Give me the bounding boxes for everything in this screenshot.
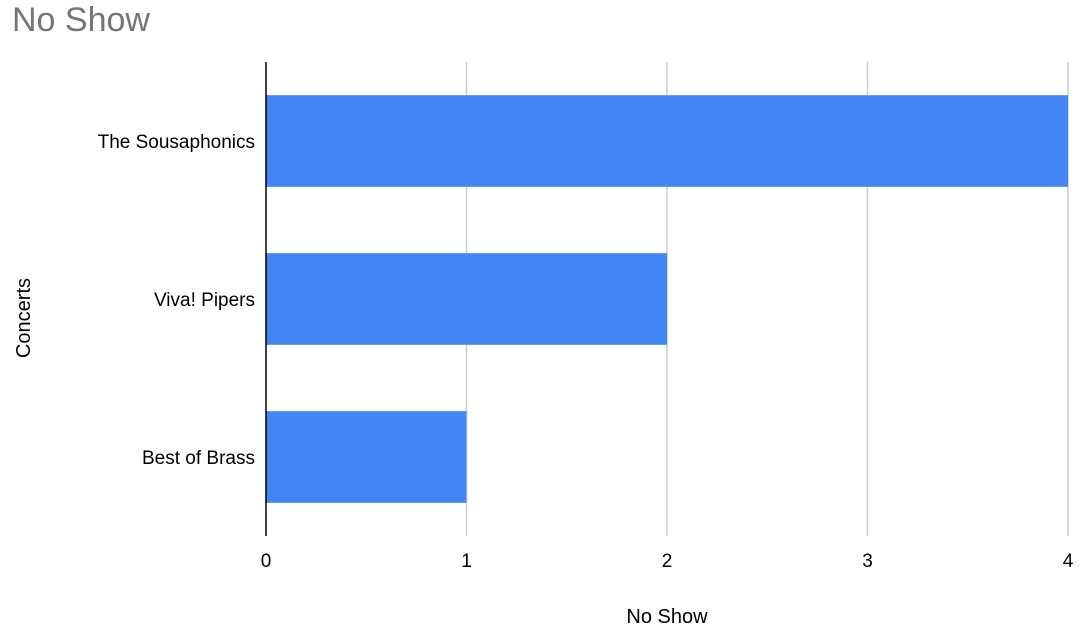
category-label: Best of Brass [142, 448, 255, 469]
x-tick-labels: 0 1 2 3 4 [261, 551, 1074, 572]
category-labels: The Sousaphonics Viva! Pipers Best of Bras… [98, 132, 255, 469]
category-label: The Sousaphonics [98, 132, 255, 153]
x-tick-label: 2 [662, 551, 673, 572]
bar [266, 411, 467, 503]
bars [266, 95, 1068, 503]
bar [266, 95, 1068, 187]
chart-title: No Show [12, 1, 150, 39]
bar [266, 253, 667, 345]
x-tick-label: 4 [1063, 551, 1074, 572]
y-axis-title: Concerts [13, 278, 35, 358]
x-axis-title: No Show [626, 606, 708, 628]
x-tick-label: 1 [461, 551, 472, 572]
category-label: Viva! Pipers [154, 290, 255, 311]
x-tick-label: 3 [862, 551, 873, 572]
x-tick-label: 0 [261, 551, 272, 572]
